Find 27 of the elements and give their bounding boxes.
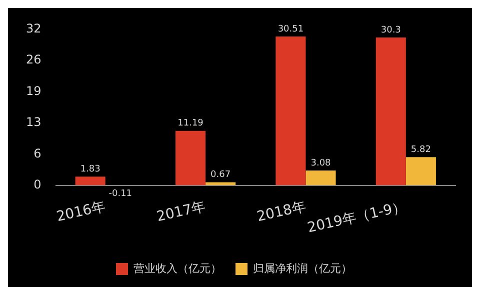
x-tick-label: 2019年（1-9）: [306, 198, 408, 236]
y-tick-label: 0: [34, 178, 42, 192]
bar: [276, 36, 306, 186]
legend-label: 营业收入（亿元）: [134, 262, 222, 275]
data-label: -0.11: [108, 188, 132, 199]
bar: [306, 170, 336, 186]
y-tick-label: 19: [26, 84, 42, 98]
bar: [376, 38, 406, 186]
x-tick-label: 2018年: [255, 198, 308, 226]
bar: [75, 176, 106, 186]
legend-label: 归属净利润（亿元）: [253, 262, 352, 275]
data-label: 11.19: [178, 118, 204, 129]
y-tick-label: 32: [26, 21, 42, 36]
data-label: 1.83: [80, 164, 100, 174]
bar: [175, 130, 206, 186]
y-tick-label: 13: [26, 115, 42, 130]
data-label: 5.82: [410, 144, 431, 155]
x-tick-label: 2016年: [55, 198, 108, 226]
data-label: 30.3: [380, 25, 401, 36]
y-tick-label: 26: [26, 52, 42, 67]
data-label: 3.08: [310, 158, 332, 168]
data-label: 0.67: [210, 170, 231, 180]
y-tick-label: 6: [34, 146, 42, 160]
x-tick-label: 2017年: [155, 198, 208, 226]
data-label: 30.51: [278, 24, 304, 34]
bar: [406, 157, 436, 186]
bar: [206, 182, 236, 186]
